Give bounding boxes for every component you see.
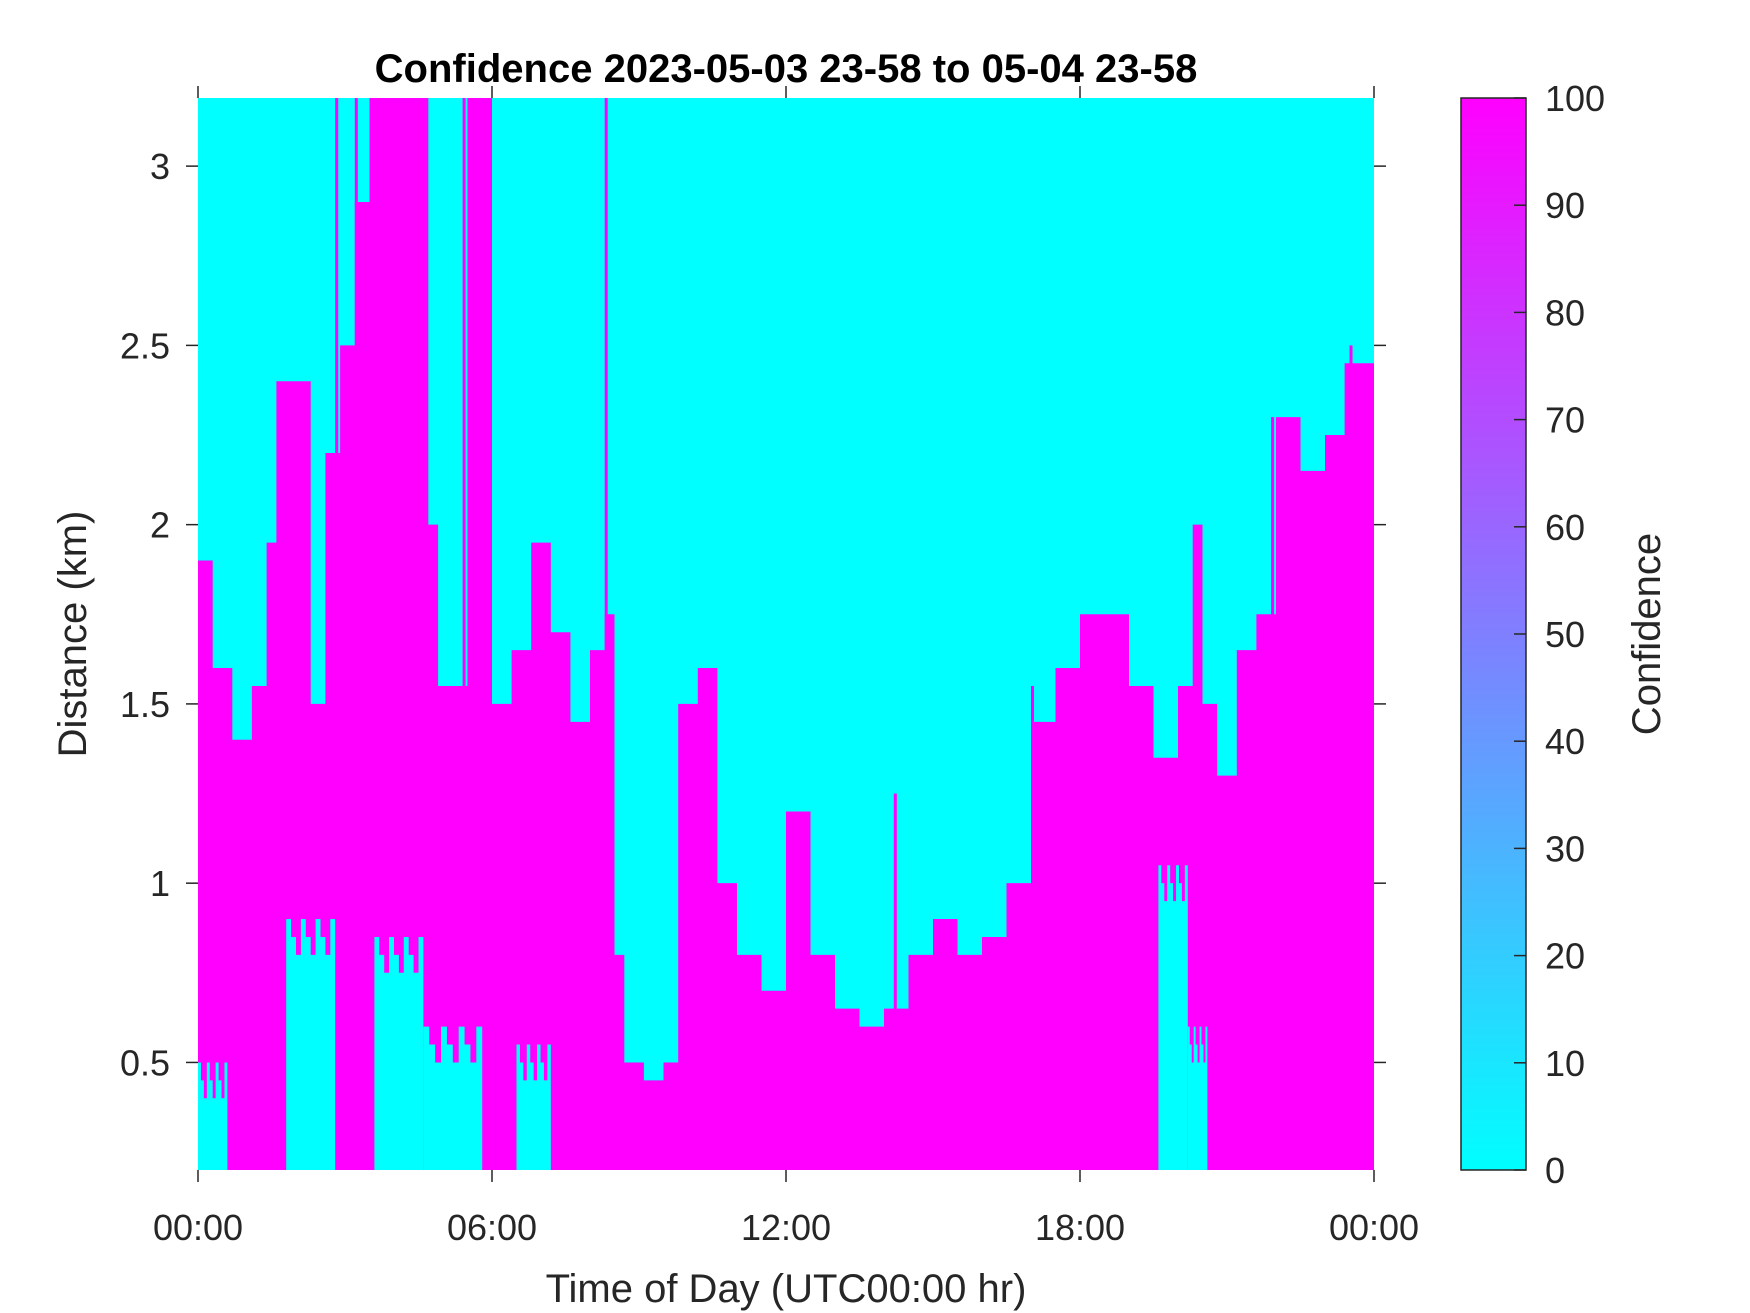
low-confidence-pocket xyxy=(198,1062,228,1170)
colorbar-tick-label: 80 xyxy=(1545,292,1585,333)
y-tick-label: 2.5 xyxy=(120,325,170,366)
heatmap-plot-area xyxy=(198,98,1374,1170)
high-confidence-spike xyxy=(1271,417,1275,1170)
colorbar-tick-label: 50 xyxy=(1545,614,1585,655)
colorbar-tick-label: 10 xyxy=(1545,1043,1585,1084)
high-confidence-spike xyxy=(1349,345,1353,1170)
low-confidence-pocket xyxy=(423,1026,483,1170)
high-confidence-spike xyxy=(335,98,339,1170)
x-axis-label: Time of Day (UTC00:00 hr) xyxy=(546,1267,1027,1311)
high-confidence-spike xyxy=(893,793,897,1170)
y-axis-label: Distance (km) xyxy=(51,511,95,758)
low-confidence-pocket xyxy=(374,936,424,1170)
colorbar-ticks: 0 10 20 30 40 50 60 70 80 90 100 xyxy=(1514,78,1605,1191)
colorbar-tick-label: 30 xyxy=(1545,828,1585,869)
low-confidence-pocket xyxy=(1187,1026,1208,1170)
y-tick-label: 2 xyxy=(150,505,170,546)
x-tick-label: 06:00 xyxy=(447,1207,537,1248)
colorbar: 0 10 20 30 40 50 60 70 80 90 100 Confidence xyxy=(1460,78,1669,1191)
high-confidence-spike xyxy=(1031,685,1034,1170)
chart-title: Confidence 2023-05-03 23-58 to 05-04 23-… xyxy=(375,47,1198,91)
colorbar-tick-label: 60 xyxy=(1545,507,1585,548)
low-confidence-pocket xyxy=(516,1044,551,1170)
high-confidence-spike xyxy=(462,98,466,1170)
high-confidence-spike xyxy=(354,98,358,1170)
x-tick-label: 18:00 xyxy=(1035,1207,1125,1248)
colorbar-label: Confidence xyxy=(1625,533,1669,735)
colorbar-tick-label: 70 xyxy=(1545,400,1585,441)
x-tick-label: 12:00 xyxy=(741,1207,831,1248)
y-tick-label: 0.5 xyxy=(120,1042,170,1083)
colorbar-tick-label: 40 xyxy=(1545,721,1585,762)
y-axis: 0.5 1 1.5 2 2.5 3 xyxy=(120,146,1386,1083)
high-confidence-spike xyxy=(604,98,608,1170)
heatmap-cells xyxy=(198,98,1374,1170)
x-axis: 00:00 06:00 12:00 18:00 00:00 xyxy=(153,86,1419,1248)
low-confidence-pocket xyxy=(1158,865,1188,1170)
colorbar-tick-label: 20 xyxy=(1545,936,1585,977)
y-tick-label: 3 xyxy=(150,146,170,187)
colorbar-tick-label: 100 xyxy=(1545,78,1605,119)
high-confidence-region xyxy=(198,98,1374,1170)
y-tick-label: 1 xyxy=(150,863,170,904)
x-tick-label: 00:00 xyxy=(153,1207,243,1248)
colorbar-tick-label: 0 xyxy=(1545,1150,1565,1191)
x-tick-label: 00:00 xyxy=(1329,1207,1419,1248)
y-tick-label: 1.5 xyxy=(120,684,170,725)
colorbar-tick-label: 90 xyxy=(1545,185,1585,226)
low-confidence-pocket xyxy=(286,919,336,1170)
